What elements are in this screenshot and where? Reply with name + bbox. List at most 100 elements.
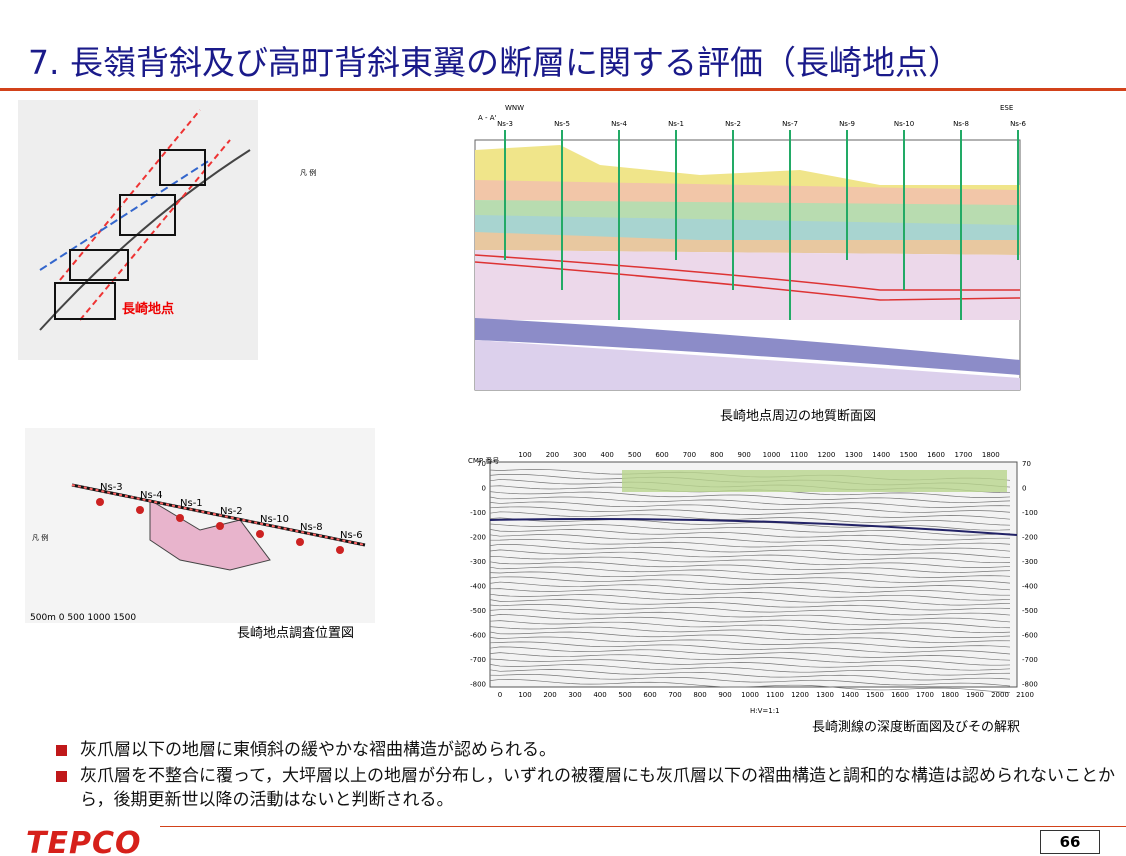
legend-title: 凡 例	[32, 533, 48, 542]
footer-rule	[160, 826, 1126, 827]
borehole-point	[176, 514, 184, 522]
depth-tick-label: -800	[1022, 681, 1038, 689]
distance-tick-label: 600	[643, 691, 656, 699]
quaternary-area	[149, 499, 271, 571]
distance-tick-label: 400	[593, 691, 606, 699]
distance-tick-label: 1900	[966, 691, 984, 699]
reflection	[489, 539, 1011, 552]
reflection	[489, 620, 1011, 634]
distance-tick-label: 2100	[1016, 691, 1034, 699]
depth-tick-label: -800	[470, 681, 486, 689]
borehole-label: Ns-6	[340, 530, 363, 541]
site-label: 長崎地点	[122, 301, 174, 317]
borehole-label: Ns-5	[554, 120, 570, 128]
reflection	[489, 609, 1011, 623]
cmp-tick-label: 200	[546, 451, 559, 459]
cmp-tick-label: 500	[628, 451, 641, 459]
layer	[475, 232, 1020, 255]
layer	[475, 340, 1020, 390]
depth-tick-label: -300	[1022, 558, 1038, 566]
cmp-label: CMP 番号	[468, 457, 499, 465]
legend-title: 凡 例	[300, 168, 316, 177]
depth-tick-label: -400	[470, 583, 486, 591]
figure-caption: 長崎地点周辺の地質断面図	[720, 409, 877, 424]
reflection	[489, 543, 1011, 558]
borehole-label: Ns-6	[1010, 120, 1026, 128]
layer	[475, 318, 1020, 375]
geologic-section: A - A' WNW ESE Ns-3 Ns-5 Ns-4 Ns-1 Ns-2 Ns-7 N…	[474, 104, 1026, 391]
distance-tick-label: 1100	[766, 691, 784, 699]
reflection	[489, 523, 1011, 536]
cmp-tick-label: 1400	[872, 451, 890, 459]
distance-tick-label: 1500	[866, 691, 884, 699]
borehole-label: Ns-1	[668, 120, 684, 128]
seismic-axes: 100 200 300 400 500 600 700 800 900 1000 1100 1200 1…	[470, 451, 1038, 699]
distance-tick-label: 300	[568, 691, 581, 699]
cmp-tick-label: 1300	[845, 451, 863, 459]
section-label: A - A'	[478, 114, 497, 122]
interpreted-layer	[622, 470, 1007, 492]
layer	[475, 250, 1020, 320]
bullet: 灰爪層以下の地層に東傾斜の緩やかな褶曲構造が認められる。	[52, 738, 1120, 762]
survey-boreholes: Ns-3 Ns-4 Ns-1 Ns-2 Ns-10 Ns-8 Ns-6	[96, 482, 363, 554]
cmp-tick-label: 600	[655, 451, 668, 459]
depth-tick-label: -200	[1022, 534, 1038, 542]
boreholes: Ns-3 Ns-5 Ns-4 Ns-1 Ns-2 Ns-7 Ns-9 Ns-10 Ns-8 Ns-…	[497, 120, 1026, 320]
figure-caption: 長崎地点調査位置図	[237, 626, 355, 641]
survey-map: Ns-3 Ns-4 Ns-1 Ns-2 Ns-10 Ns-8 Ns-6 500m 0 500…	[25, 428, 375, 623]
reflection	[489, 626, 1011, 638]
distance-tick-label: 900	[718, 691, 731, 699]
borehole-point	[96, 498, 104, 506]
distance-tick-label: 100	[518, 691, 531, 699]
map-background	[25, 428, 375, 623]
seismic-line	[71, 484, 366, 546]
cmp-tick-label: 1000	[763, 451, 781, 459]
distance-tick-label: 800	[693, 691, 706, 699]
depth-tick-label: -500	[1022, 607, 1038, 615]
distance-tick-label: 1200	[791, 691, 809, 699]
study-area-box	[54, 282, 116, 320]
study-area-box	[119, 194, 176, 236]
borehole-point	[256, 530, 264, 538]
borehole-point	[296, 538, 304, 546]
cmp-tick-label: 800	[710, 451, 723, 459]
study-area-box	[69, 249, 129, 281]
distance-tick-label: 0	[498, 691, 502, 699]
fault-line	[39, 159, 211, 271]
reflection	[489, 529, 1011, 541]
reflection	[489, 599, 1011, 611]
reflection	[489, 636, 1011, 648]
borehole-label: Ns-8	[953, 120, 969, 128]
borehole-label: Ns-3	[497, 120, 513, 128]
reflection	[489, 496, 1011, 508]
depth-tick-label: -600	[470, 632, 486, 640]
borehole-point	[216, 522, 224, 530]
reflection	[489, 491, 1011, 503]
logo: TEPCO	[26, 826, 142, 856]
reflection	[489, 581, 1011, 596]
map-arc	[39, 149, 251, 331]
reflection	[489, 679, 1011, 693]
depth-tick-label: 0	[482, 485, 486, 493]
reflection	[489, 631, 1011, 643]
cmp-tick-label: 300	[573, 451, 586, 459]
reflection	[489, 641, 1011, 655]
reflection	[489, 506, 1011, 520]
reflection	[489, 669, 1011, 681]
distance-tick-label: 200	[543, 691, 556, 699]
distance-tick-label: 500	[618, 691, 631, 699]
borehole-point	[336, 546, 344, 554]
borehole-label: Ns-3	[100, 482, 123, 493]
figure-caption: 長崎測線の深度断面図及びその解釈	[812, 720, 1021, 735]
figures: 長崎地点 凡 例 A - A' WNW ESE Ns-3 Ns-5 Ns-4 Ns-1…	[18, 100, 1038, 715]
reflection	[489, 549, 1011, 564]
borehole-label: Ns-1	[180, 498, 203, 509]
reflection	[489, 517, 1011, 531]
reflection	[489, 652, 1011, 666]
cmp-tick-label: 1200	[817, 451, 835, 459]
depth-tick-label: -600	[1022, 632, 1038, 640]
depth-tick-label: 70	[477, 460, 486, 468]
distance-tick-label: 1800	[941, 691, 959, 699]
legend-area	[265, 170, 385, 360]
